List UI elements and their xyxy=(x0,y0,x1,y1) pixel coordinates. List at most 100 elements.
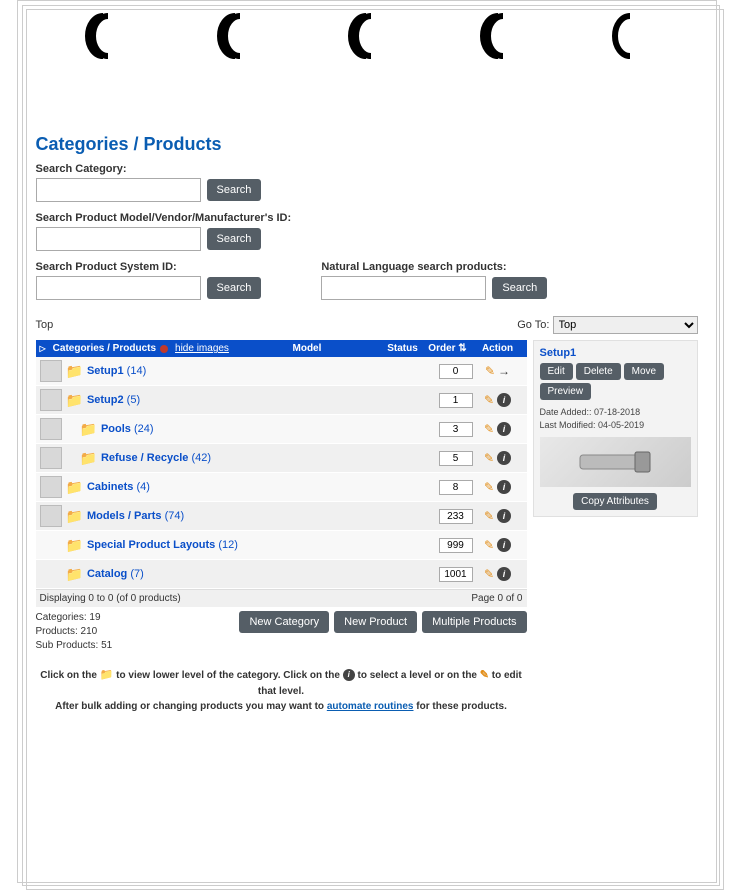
stat-sub: Sub Products: 51 xyxy=(36,639,113,653)
category-label[interactable]: Pools (24) xyxy=(101,423,439,435)
info-icon[interactable]: i xyxy=(497,480,511,494)
category-row[interactable]: 📁 Setup2 (5) ✎i xyxy=(36,386,527,415)
preview-button[interactable]: Preview xyxy=(540,383,592,400)
folder-icon[interactable]: 📁 xyxy=(66,508,83,525)
search-category-input[interactable] xyxy=(36,178,201,202)
info-icon[interactable]: i xyxy=(497,538,511,552)
order-input[interactable] xyxy=(439,538,473,553)
order-input[interactable] xyxy=(439,422,473,437)
thumbnail xyxy=(40,534,62,556)
folder-icon[interactable]: 📁 xyxy=(80,450,97,467)
edit-icon[interactable]: ✎ xyxy=(484,422,494,436)
edit-icon[interactable]: ✎ xyxy=(485,364,495,378)
order-input[interactable] xyxy=(439,509,473,524)
detail-title: Setup1 xyxy=(540,347,691,359)
category-label[interactable]: Cabinets (4) xyxy=(87,481,439,493)
edit-button[interactable]: Edit xyxy=(540,363,573,380)
order-input[interactable] xyxy=(439,364,473,379)
help-text: Click on the 📁 to view lower level of th… xyxy=(36,667,527,714)
category-label[interactable]: Catalog (7) xyxy=(87,568,439,580)
move-button[interactable]: Move xyxy=(624,363,664,380)
category-label[interactable]: Setup2 (5) xyxy=(87,394,439,406)
folder-icon[interactable]: 📁 xyxy=(66,392,83,409)
search-system-label: Search Product System ID: xyxy=(36,261,262,273)
search-system-button[interactable]: Search xyxy=(207,277,262,299)
category-row[interactable]: 📁 Catalog (7) ✎i xyxy=(36,560,527,589)
order-input[interactable] xyxy=(439,567,473,582)
info-icon[interactable]: i xyxy=(497,393,511,407)
last-modified: Last Modified: 04-05-2019 xyxy=(540,419,691,432)
edit-icon[interactable]: ✎ xyxy=(484,567,494,581)
category-row[interactable]: 📁 Pools (24) ✎i xyxy=(36,415,527,444)
info-icon[interactable]: i xyxy=(497,509,511,523)
spiral-binding xyxy=(18,1,716,134)
thumbnail xyxy=(40,505,62,527)
thumbnail xyxy=(40,563,62,585)
date-added: Date Added:: 07-18-2018 xyxy=(540,406,691,419)
table-header: ▷ Categories / Products hide images Mode… xyxy=(36,340,527,357)
displaying-text: Displaying 0 to 0 (of 0 products) xyxy=(40,593,181,604)
col-action: Action xyxy=(473,343,523,354)
order-input[interactable] xyxy=(439,393,473,408)
search-nl-button[interactable]: Search xyxy=(492,277,547,299)
stat-categories: Categories: 19 xyxy=(36,611,113,625)
order-input[interactable] xyxy=(439,480,473,495)
edit-icon[interactable]: ✎ xyxy=(484,538,494,552)
folder-icon[interactable]: 📁 xyxy=(80,421,97,438)
breadcrumb[interactable]: Top xyxy=(36,319,54,331)
folder-icon[interactable]: 📁 xyxy=(66,363,83,380)
hide-images-icon xyxy=(160,345,168,353)
col-status: Status xyxy=(383,343,423,354)
col-categories: Categories / Products xyxy=(53,343,156,354)
page-text: Page 0 of 0 xyxy=(471,593,522,604)
new-category-button[interactable]: New Category xyxy=(239,611,329,633)
folder-icon[interactable]: 📁 xyxy=(66,566,83,583)
category-row[interactable]: 📁 Refuse / Recycle (42) ✎i xyxy=(36,444,527,473)
hide-images-link[interactable]: hide images xyxy=(175,343,229,354)
category-label[interactable]: Special Product Layouts (12) xyxy=(87,539,439,551)
category-row[interactable]: 📁 Models / Parts (74) ✎i xyxy=(36,502,527,531)
category-row[interactable]: 📁 Special Product Layouts (12) ✎i xyxy=(36,531,527,560)
search-model-label: Search Product Model/Vendor/Manufacturer… xyxy=(36,212,698,224)
col-model: Model xyxy=(293,343,383,354)
edit-icon[interactable]: ✎ xyxy=(484,393,494,407)
automate-routines-link[interactable]: automate routines xyxy=(327,701,414,712)
info-icon[interactable]: i xyxy=(497,567,511,581)
detail-image xyxy=(540,437,691,487)
search-nl-label: Natural Language search products: xyxy=(321,261,547,273)
search-category-label: Search Category: xyxy=(36,163,698,175)
delete-button[interactable]: Delete xyxy=(576,363,621,380)
category-label[interactable]: Setup1 (14) xyxy=(87,365,439,377)
edit-icon[interactable]: ✎ xyxy=(484,480,494,494)
stat-products: Products: 210 xyxy=(36,625,113,639)
folder-icon[interactable]: 📁 xyxy=(66,537,83,554)
goto-select[interactable]: Top xyxy=(553,316,698,334)
search-system-input[interactable] xyxy=(36,276,201,300)
col-order: Order ⇅ xyxy=(423,343,473,354)
category-tree: ▷ Categories / Products hide images Mode… xyxy=(36,340,527,714)
order-input[interactable] xyxy=(439,451,473,466)
category-row[interactable]: 📁 Setup1 (14) ✎→ xyxy=(36,357,527,386)
info-icon[interactable]: i xyxy=(497,422,511,436)
edit-icon[interactable]: ✎ xyxy=(484,451,494,465)
copy-attributes-button[interactable]: Copy Attributes xyxy=(573,493,657,510)
new-product-button[interactable]: New Product xyxy=(334,611,417,633)
edit-icon[interactable]: ✎ xyxy=(484,509,494,523)
folder-icon[interactable]: 📁 xyxy=(66,479,83,496)
info-icon[interactable]: i xyxy=(497,451,511,465)
thumbnail xyxy=(40,360,62,382)
search-model-input[interactable] xyxy=(36,227,201,251)
goto-label: Go To: xyxy=(517,319,549,331)
search-nl-input[interactable] xyxy=(321,276,486,300)
search-category-button[interactable]: Search xyxy=(207,179,262,201)
multiple-products-button[interactable]: Multiple Products xyxy=(422,611,526,633)
edit-icon: ✎ xyxy=(480,669,489,681)
page-title: Categories / Products xyxy=(36,134,698,155)
category-label[interactable]: Models / Parts (74) xyxy=(87,510,439,522)
arrow-icon[interactable]: → xyxy=(498,364,510,378)
category-label[interactable]: Refuse / Recycle (42) xyxy=(101,452,439,464)
sort-icon[interactable]: ▷ xyxy=(40,344,46,353)
search-model-button[interactable]: Search xyxy=(207,228,262,250)
detail-panel: Setup1 Edit Delete Move Preview Date Add… xyxy=(533,340,698,517)
category-row[interactable]: 📁 Cabinets (4) ✎i xyxy=(36,473,527,502)
